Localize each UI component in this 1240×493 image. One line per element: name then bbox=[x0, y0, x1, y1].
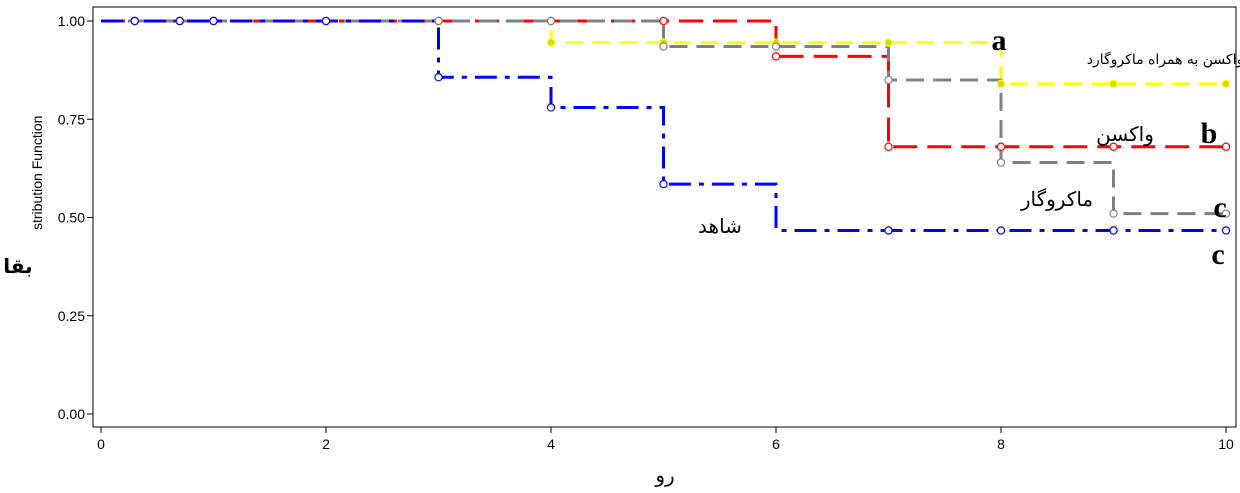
y-tick-label: 0.75 bbox=[58, 111, 85, 127]
y-tick-label: 0.00 bbox=[58, 406, 85, 422]
data-point-vaccine bbox=[996, 142, 1006, 151]
data-point-macro bbox=[546, 16, 556, 26]
series-label-macro: ماکروگار bbox=[1020, 187, 1093, 211]
data-point-vaccine_macro bbox=[546, 38, 556, 47]
series-label-vaccine-macro: واکسن به همراه ماکروگارد bbox=[1087, 51, 1240, 68]
data-point-vaccine_macro bbox=[1109, 79, 1118, 89]
data-point-vaccine bbox=[884, 142, 893, 151]
data-point-vaccine_macro bbox=[884, 38, 893, 47]
data-point-macro bbox=[996, 158, 1006, 167]
data-point-macro bbox=[434, 16, 443, 26]
data-point-control bbox=[209, 16, 218, 26]
series-label-vaccine: واکسن bbox=[1096, 122, 1154, 146]
data-point-control bbox=[434, 72, 443, 82]
y-axis-overlay-label: stribution Function bbox=[29, 116, 45, 230]
significance-letter-vaccine: b bbox=[1201, 117, 1218, 150]
y-axis-label: بقا bbox=[3, 254, 32, 278]
series-annotations: واکسن به همراه ماکروگارد a واکسن b ماکرو… bbox=[698, 24, 1240, 271]
x-tick-label: 10 bbox=[1218, 436, 1234, 452]
data-point-control bbox=[659, 179, 668, 189]
data-point-vaccine bbox=[771, 52, 781, 61]
y-tick-label: 1.00 bbox=[58, 13, 85, 29]
data-point-vaccine bbox=[1221, 142, 1231, 151]
data-point-control bbox=[996, 226, 1006, 235]
data-point-macro bbox=[1221, 209, 1231, 218]
data-point-control bbox=[546, 103, 556, 112]
data-point-control bbox=[1221, 226, 1231, 235]
x-tick-label: 4 bbox=[547, 436, 555, 452]
y-tick-label: 0.25 bbox=[58, 308, 85, 324]
y-tick-label: 0.50 bbox=[58, 210, 85, 226]
significance-letter-vaccine-macro: a bbox=[992, 24, 1007, 57]
axis-ticks: 0 2 4 6 8 10 0.00 0.25 0.50 0.75 1.00 bbox=[58, 13, 1234, 452]
series-markers bbox=[130, 16, 1231, 235]
series-label-control: شاهد bbox=[698, 214, 742, 238]
data-point-control bbox=[130, 16, 139, 26]
series-line-macro bbox=[101, 19, 1226, 216]
data-point-vaccine bbox=[659, 16, 668, 26]
series-line-control bbox=[101, 19, 1226, 232]
series-line-vaccine_macro bbox=[101, 19, 1226, 86]
x-tick-label: 2 bbox=[322, 436, 330, 452]
plot-frame bbox=[92, 6, 1237, 428]
x-tick-label: 8 bbox=[997, 436, 1005, 452]
data-point-vaccine_macro bbox=[1221, 79, 1231, 89]
x-tick-label: 6 bbox=[772, 436, 780, 452]
significance-letter-control: c bbox=[1211, 238, 1224, 271]
data-point-macro bbox=[884, 75, 893, 85]
x-axis-label: رو bbox=[654, 463, 674, 487]
data-point-macro bbox=[1109, 209, 1118, 218]
data-point-control bbox=[884, 226, 893, 235]
data-point-vaccine bbox=[1109, 142, 1118, 151]
data-point-macro bbox=[771, 42, 781, 51]
x-tick-label: 0 bbox=[97, 436, 105, 452]
data-point-control bbox=[1109, 226, 1118, 235]
data-point-vaccine_macro bbox=[996, 79, 1006, 89]
data-point-control bbox=[175, 16, 184, 26]
significance-letter-macro: c bbox=[1213, 191, 1226, 224]
data-point-control bbox=[321, 16, 331, 26]
data-point-macro bbox=[659, 42, 668, 51]
